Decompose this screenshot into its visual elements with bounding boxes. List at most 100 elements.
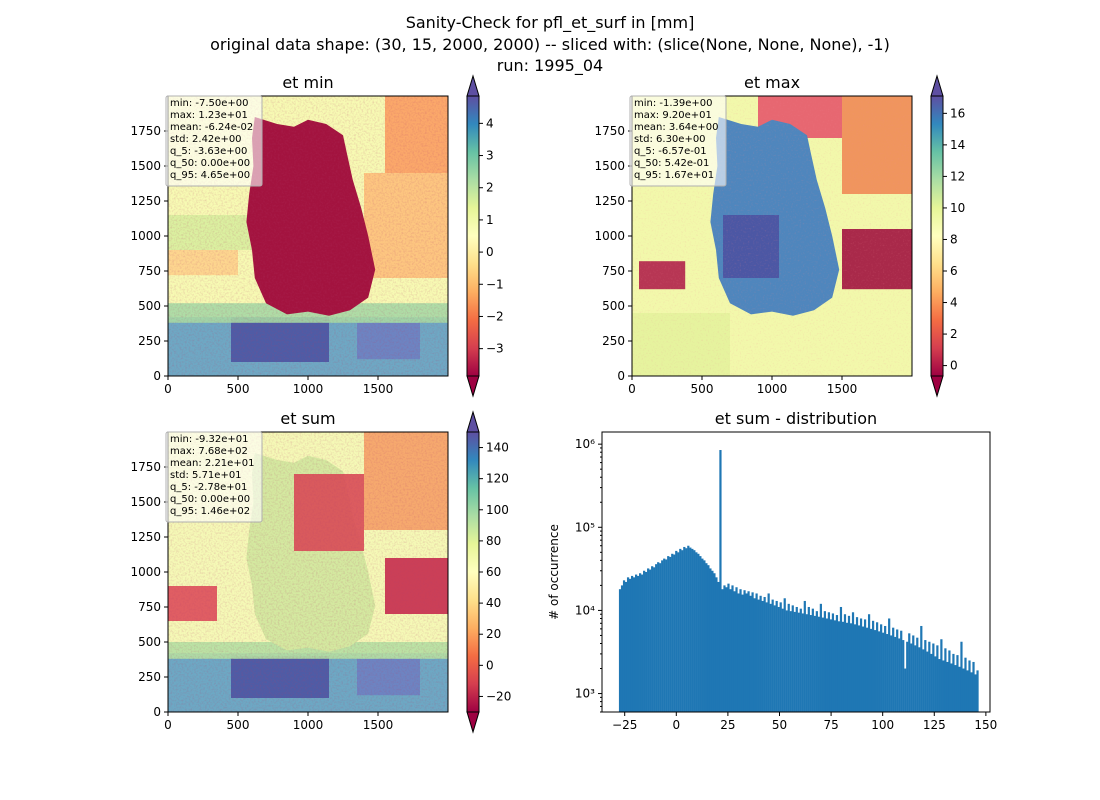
histogram-bar [717, 581, 720, 712]
histogram-bar [950, 663, 953, 712]
stats-line: std: 5.71e+01 [170, 470, 242, 481]
colorbar-tick-label: 3 [486, 149, 494, 163]
histogram-bar [847, 615, 851, 712]
stats-line: std: 2.42e+00 [170, 134, 242, 145]
histogram-bar [956, 655, 959, 712]
histogram-bar [853, 624, 857, 712]
y-tick-label: 1500 [594, 159, 625, 173]
x-tick-label: 500 [691, 382, 714, 396]
histogram-bar [781, 608, 784, 712]
colorbar-tick-label: 8 [950, 232, 958, 246]
y-tick-label: 750 [138, 264, 161, 278]
colorbar-tick-label: −3 [486, 342, 504, 356]
colorbar-tick-label: 4 [486, 116, 494, 130]
stats-line: max: 1.23e+01 [170, 110, 248, 121]
histogram-bar [954, 665, 957, 712]
histogram-bar [745, 593, 748, 712]
histogram-bar [693, 550, 696, 712]
colorbar-tick-label: 16 [950, 106, 965, 120]
colorbar-tick-label: 40 [486, 596, 501, 610]
x-tick-label: 1500 [363, 718, 394, 732]
colorbar-extend-min [466, 711, 480, 734]
colorbar-tick-label: 60 [486, 565, 501, 579]
histogram-bar [671, 553, 674, 712]
stats-line: q_50: 0.00e+00 [170, 494, 250, 505]
histogram-bar [641, 574, 644, 712]
colorbar-tick-label: 2 [486, 181, 494, 195]
colorbar-tick-label: 6 [950, 264, 958, 278]
x-tick-label: 0 [164, 718, 172, 732]
y-tick-label: 0 [153, 369, 161, 383]
histogram-bar [749, 595, 752, 712]
histogram-bar [831, 613, 835, 712]
histogram-bar [677, 552, 680, 712]
histogram-bar [620, 585, 624, 712]
histogram-bar [972, 661, 975, 712]
figure-title-line-3: run: 1995_04 [496, 56, 604, 75]
histogram-bar [731, 585, 734, 712]
stats-line: min: -1.39e+00 [634, 98, 713, 109]
axes-frame [601, 431, 991, 713]
histogram-bar [865, 627, 869, 712]
histogram-bar [908, 633, 911, 712]
histogram-bar [801, 613, 804, 712]
colorbar-tick-label: 12 [950, 169, 965, 183]
histogram-bar [757, 599, 760, 712]
histogram-bar [733, 591, 736, 712]
stats-line: q_95: 1.67e+01 [634, 170, 714, 181]
histogram-bar [695, 552, 698, 712]
histogram-bar [857, 625, 861, 712]
histogram-bar [876, 622, 879, 712]
colorbar-frame [930, 95, 944, 377]
figure-title-line-2: original data shape: (30, 15, 2000, 2000… [210, 35, 890, 54]
histogram-bar [928, 641, 931, 712]
y-tick-label: 250 [138, 334, 161, 348]
histogram-bar [753, 598, 756, 712]
histogram-bar [655, 564, 658, 712]
colorbar-extend-min [466, 375, 480, 398]
histogram-bar [896, 629, 899, 712]
histogram-bar [835, 615, 839, 712]
colorbar-tick-label: 10 [950, 201, 965, 215]
histogram-bar [817, 616, 820, 712]
histogram-bar [713, 573, 716, 712]
histogram-bar [936, 645, 939, 712]
colorbar-tick-label: 1 [486, 213, 494, 227]
histogram-bar [892, 627, 895, 712]
histogram-bar [669, 556, 672, 712]
histogram-bar [636, 575, 640, 712]
histogram-bar [797, 612, 800, 712]
colorbar-tick-label: 20 [486, 627, 501, 641]
y-tick-label: 1000 [594, 229, 625, 243]
histogram-bar [898, 638, 901, 712]
stats-line: q_50: 0.00e+00 [170, 158, 250, 169]
colorbar-tick-label: −1 [486, 277, 504, 291]
y-tick-label: 250 [138, 670, 161, 684]
colorbar-tick-label: 0 [486, 245, 494, 259]
histogram-panel: −25 0 25 50 75 100 125 150 10³ 10⁴ 10⁵ 10⁶ et sum - … [547, 409, 997, 732]
histogram-bar [651, 566, 654, 712]
histogram-bar [938, 659, 941, 712]
histogram-bar [661, 560, 664, 712]
histogram-bar [843, 614, 847, 712]
histogram-bar [673, 554, 676, 712]
x-tick-label: 1000 [293, 382, 324, 396]
stats-line: std: 6.30e+00 [634, 134, 706, 145]
histogram-bar [751, 592, 754, 712]
panel-title: et sum - distribution [715, 409, 877, 428]
histogram-bar [701, 558, 704, 712]
colorbar-tick-label: 0 [950, 359, 958, 373]
y-tick-label: 500 [138, 299, 161, 313]
histogram-bar [707, 565, 710, 712]
histogram-bar [685, 548, 688, 712]
y-tick-label: 1750 [130, 124, 161, 138]
histogram-bar [624, 581, 628, 712]
histogram-bar [878, 631, 881, 712]
histogram-bar [779, 602, 782, 712]
heatmap-panel-3: 0 500 1000 150002505007501000125015001750et… [130, 409, 511, 734]
colorbar-tick-label: 120 [486, 472, 509, 486]
y-tick-label: 1250 [130, 194, 161, 208]
y-tick-label: 750 [138, 600, 161, 614]
y-tick-label: 10⁵ [575, 520, 595, 534]
